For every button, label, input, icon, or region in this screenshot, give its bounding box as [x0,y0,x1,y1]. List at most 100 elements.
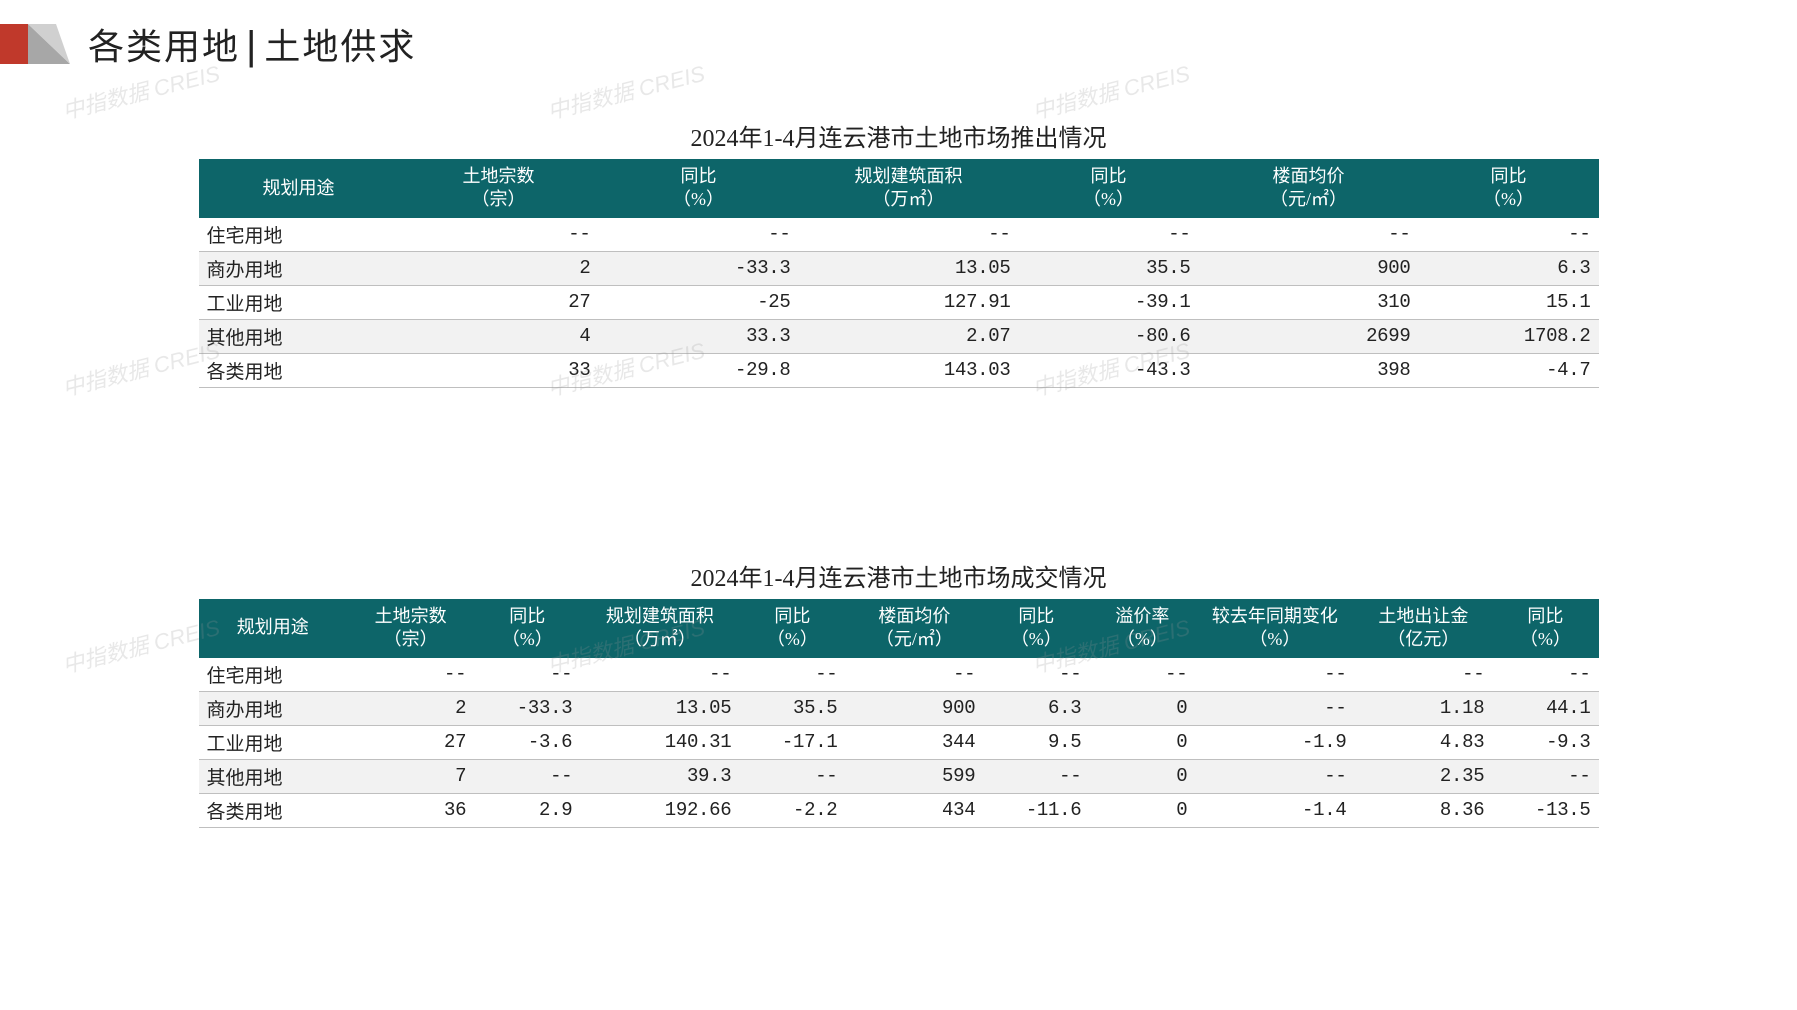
table2-cell: 0 [1089,793,1195,827]
table1-row-label: 工业用地 [199,285,399,319]
table1-header-cell: 土地宗数（宗） [399,159,599,218]
table2-cell: -- [474,658,580,692]
table2-cell: 344 [845,725,983,759]
table1-header-cell: 规划建筑面积（万㎡） [799,159,1019,218]
table1-row-label: 其他用地 [199,319,399,353]
table2-cell: 0 [1089,691,1195,725]
table2-cell: -- [474,759,580,793]
title-separator: | [240,24,264,69]
table2-cell: -9.3 [1492,725,1598,759]
table1-cell: -33.3 [599,251,799,285]
page-title: 各类用地 | 土地供求 [88,18,416,70]
table2-row: 住宅用地-------------------- [199,658,1599,692]
table2-cell: 2 [347,691,474,725]
table2-cell: 1.18 [1354,691,1492,725]
table2-row-label: 工业用地 [199,725,347,759]
table2-cell: -- [739,759,845,793]
table1-cell: -4.7 [1419,353,1599,387]
table2-header-cell: 规划用途 [199,599,347,658]
table1-cell: -43.3 [1019,353,1199,387]
table1-row: 各类用地33-29.8143.03-43.3398-4.7 [199,353,1599,387]
table1-row: 商办用地2-33.313.0535.59006.3 [199,251,1599,285]
table2-row: 商办用地2-33.313.0535.59006.30--1.1844.1 [199,691,1599,725]
table1: 规划用途土地宗数（宗）同比（%）规划建筑面积（万㎡）同比（%）楼面均价（元/㎡）… [199,159,1599,388]
table1-cell: 2 [399,251,599,285]
table2-header-cell: 土地出让金（亿元） [1354,599,1492,658]
table2-cell: -13.5 [1492,793,1598,827]
table2-header-cell: 楼面均价（元/㎡） [845,599,983,658]
table1-row-label: 商办用地 [199,251,399,285]
page-header: 各类用地 | 土地供求 [0,0,1797,88]
table1-cell: 1708.2 [1419,319,1599,353]
table2-cell: 4.83 [1354,725,1492,759]
table1-cell: -- [1199,218,1419,252]
table1-cell: 33 [399,353,599,387]
table2-row: 工业用地27-3.6140.31-17.13449.50-1.94.83-9.3 [199,725,1599,759]
table2-header-cell: 规划建筑面积（万㎡） [580,599,739,658]
table2-caption: 2024年1-4月连云港市土地市场成交情况 [199,558,1599,593]
table1-cell: 2699 [1199,319,1419,353]
table2-cell: -- [983,658,1089,692]
table2-header-cell: 较去年同期变化（%） [1195,599,1354,658]
logo-icon [0,24,70,64]
table2: 规划用途土地宗数（宗）同比（%）规划建筑面积（万㎡）同比（%）楼面均价（元/㎡）… [199,599,1599,828]
table2-cell: 9.5 [983,725,1089,759]
table1-cell: 310 [1199,285,1419,319]
table1-row-label: 住宅用地 [199,218,399,252]
table1-section: 2024年1-4月连云港市土地市场推出情况 规划用途土地宗数（宗）同比（%）规划… [199,118,1599,388]
table1-cell: 127.91 [799,285,1019,319]
table2-cell: 2.35 [1354,759,1492,793]
table1-cell: 27 [399,285,599,319]
table2-cell: 44.1 [1492,691,1598,725]
table2-cell: -11.6 [983,793,1089,827]
table1-cell: 6.3 [1419,251,1599,285]
table1-row: 工业用地27-25127.91-39.131015.1 [199,285,1599,319]
table2-header-row: 规划用途土地宗数（宗）同比（%）规划建筑面积（万㎡）同比（%）楼面均价（元/㎡）… [199,599,1599,658]
table2-cell: -- [983,759,1089,793]
title-right: 土地供求 [264,18,416,70]
table2-cell: -- [1492,658,1598,692]
table2-cell: 6.3 [983,691,1089,725]
table2-cell: 0 [1089,759,1195,793]
table2-cell: 35.5 [739,691,845,725]
table2-cell: -33.3 [474,691,580,725]
table2-cell: -- [580,658,739,692]
table2-header-cell: 土地宗数（宗） [347,599,474,658]
table1-cell: -- [1419,218,1599,252]
table2-cell: 140.31 [580,725,739,759]
table1-cell: -29.8 [599,353,799,387]
table2-section: 2024年1-4月连云港市土地市场成交情况 规划用途土地宗数（宗） 同比（%） 规划… [199,558,1599,828]
table1-cell: -- [399,218,599,252]
table1-caption: 2024年1-4月连云港市土地市场推出情况 [199,118,1599,153]
table2-cell: 39.3 [580,759,739,793]
table1-header-cell: 同比（%） [1419,159,1599,218]
table1-cell: -39.1 [1019,285,1199,319]
table1-cell: 4 [399,319,599,353]
table1-row: 其他用地433.32.07-80.626991708.2 [199,319,1599,353]
table1-header-cell: 同比（%） [1019,159,1199,218]
table2-cell: 900 [845,691,983,725]
table2-cell: 0 [1089,725,1195,759]
table1-header-row: 规划用途土地宗数（宗）同比（%）规划建筑面积（万㎡）同比（%）楼面均价（元/㎡）… [199,159,1599,218]
table2-cell: -3.6 [474,725,580,759]
table2-row-label: 商办用地 [199,691,347,725]
table2-cell: 2.9 [474,793,580,827]
table2-row-label: 各类用地 [199,793,347,827]
table1-cell: -- [799,218,1019,252]
table2-cell: -- [1195,658,1354,692]
table1-cell: 398 [1199,353,1419,387]
table1-cell: 35.5 [1019,251,1199,285]
table2-cell: 7 [347,759,474,793]
table1-header-cell: 楼面均价（元/㎡） [1199,159,1419,218]
table1-cell: 2.07 [799,319,1019,353]
table2-cell: 36 [347,793,474,827]
table2-cell: -1.9 [1195,725,1354,759]
table2-cell: -2.2 [739,793,845,827]
table2-row-label: 其他用地 [199,759,347,793]
table2-cell: 599 [845,759,983,793]
table1-row-label: 各类用地 [199,353,399,387]
table2-cell: 434 [845,793,983,827]
table2-row-label: 住宅用地 [199,658,347,692]
table2-header-cell: 同比（%） [983,599,1089,658]
table1-cell: 15.1 [1419,285,1599,319]
